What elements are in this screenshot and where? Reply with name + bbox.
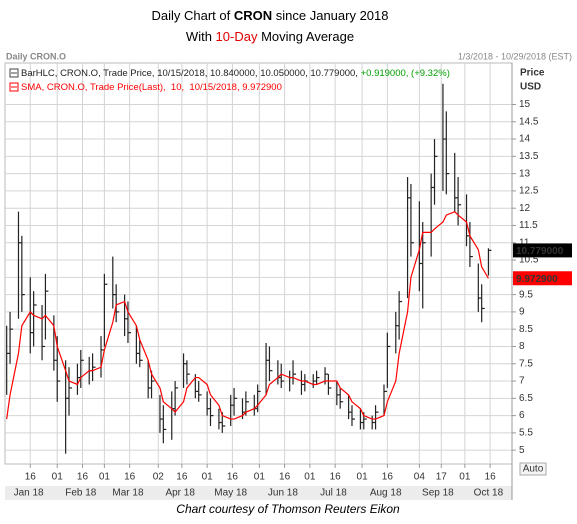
- subtitle-part: Moving Average: [257, 29, 354, 44]
- x-tick-label: 16: [77, 472, 89, 483]
- month-label: May 18: [214, 488, 247, 499]
- y-tick-label: 10.5: [519, 255, 539, 266]
- x-tick-label: 02: [153, 472, 165, 483]
- x-tick-label: 01: [304, 472, 316, 483]
- legend-part: +0.919000, (+9.32%): [361, 68, 450, 79]
- y-tick-label: 9: [519, 307, 525, 318]
- x-tick-label: 16: [485, 472, 497, 483]
- y-tick-label: 14.5: [519, 116, 539, 127]
- header-left: Daily CRON.O: [6, 51, 66, 61]
- price-tag: [513, 243, 572, 258]
- y-axis-label: Price: [520, 68, 545, 79]
- x-tick-label: 16: [279, 472, 291, 483]
- y-tick-label: 11: [519, 237, 530, 248]
- legend-entry: SMA, CRON.O, Trade Price(Last), 10, 10/1…: [21, 82, 282, 93]
- x-tick-label: 01: [52, 472, 64, 483]
- header-right: 1/3/2018 - 10/29/2018 (EST): [458, 51, 572, 61]
- x-tick-label: 01: [254, 472, 266, 483]
- month-band: [5, 486, 512, 500]
- legend-part: SMA, CRON.O, Trade Price(Last), 10, 10/1…: [21, 82, 282, 93]
- x-tick-label: 01: [459, 472, 471, 483]
- month-label: Oct 18: [474, 488, 504, 499]
- x-tick-label: 01: [202, 472, 214, 483]
- month-label: Jun 18: [268, 488, 298, 499]
- month-label: Jul 18: [320, 488, 347, 499]
- y-tick-label: 12: [519, 203, 531, 214]
- month-label: Jan 18: [14, 488, 44, 499]
- y-tick-label: 7.5: [519, 358, 533, 369]
- y-tick-label: 5.5: [519, 428, 533, 439]
- subtitle-highlight: 10-Day: [216, 29, 258, 44]
- x-tick-label: 16: [227, 472, 239, 483]
- month-label: Aug 18: [370, 488, 402, 499]
- month-label: Mar 18: [112, 488, 144, 499]
- plot-frame: [4, 62, 513, 465]
- y-axis-label: USD: [520, 82, 541, 93]
- y-tick-label: 12.5: [519, 186, 539, 197]
- y-tick-label: 14: [519, 134, 531, 145]
- title-part: since January 2018: [272, 8, 388, 23]
- auto-box: [519, 462, 547, 476]
- title-part: Daily Chart of: [151, 8, 233, 23]
- y-tick-label: 8: [519, 341, 525, 352]
- y-tick-label: 6.5: [519, 393, 533, 404]
- y-tick-label: 15: [519, 99, 531, 110]
- chart-title: Daily Chart of CRON since January 2018: [151, 8, 388, 23]
- price-tag-label: 10.779000: [516, 246, 564, 257]
- sma-line: [6, 210, 489, 420]
- subtitle-part: With: [186, 29, 216, 44]
- y-tick-label: 11.5: [519, 220, 538, 231]
- month-label: Sep 18: [422, 488, 454, 499]
- y-tick-label: 7: [519, 376, 525, 387]
- caption: Chart courtesy of Thomson Reuters Eikon: [176, 502, 400, 516]
- y-tick-label: 13.5: [519, 151, 539, 162]
- x-tick-label: 16: [176, 472, 188, 483]
- price-tag: [513, 271, 572, 286]
- title-ticker: CRON: [234, 8, 272, 23]
- month-label: Feb 18: [65, 488, 97, 499]
- chart-subtitle: With 10-Day Moving Average: [186, 29, 354, 44]
- y-tick-label: 6: [519, 410, 525, 421]
- x-tick-label: 16: [382, 472, 394, 483]
- x-tick-label: 01: [99, 472, 111, 483]
- legend-entry: BarHLC, CRON.O, Trade Price, 10/15/2018,…: [21, 68, 450, 79]
- x-tick-label: 17: [436, 472, 448, 483]
- x-tick-label: 04: [414, 472, 426, 483]
- y-tick-label: 5: [519, 445, 525, 456]
- x-tick-label: 16: [330, 472, 342, 483]
- y-tick-label: 13: [519, 168, 531, 179]
- x-tick-label: 16: [124, 472, 136, 483]
- x-tick-label: 01: [357, 472, 369, 483]
- x-tick-label: 16: [25, 472, 37, 483]
- month-label: Apr 18: [165, 488, 195, 499]
- y-tick-label: 9.5: [519, 289, 533, 300]
- auto-label: Auto: [523, 464, 544, 475]
- price-tag-label: 9.972900: [516, 274, 558, 285]
- legend-part: BarHLC, CRON.O, Trade Price, 10/15/2018,…: [21, 68, 361, 79]
- y-tick-label: 8.5: [519, 324, 533, 335]
